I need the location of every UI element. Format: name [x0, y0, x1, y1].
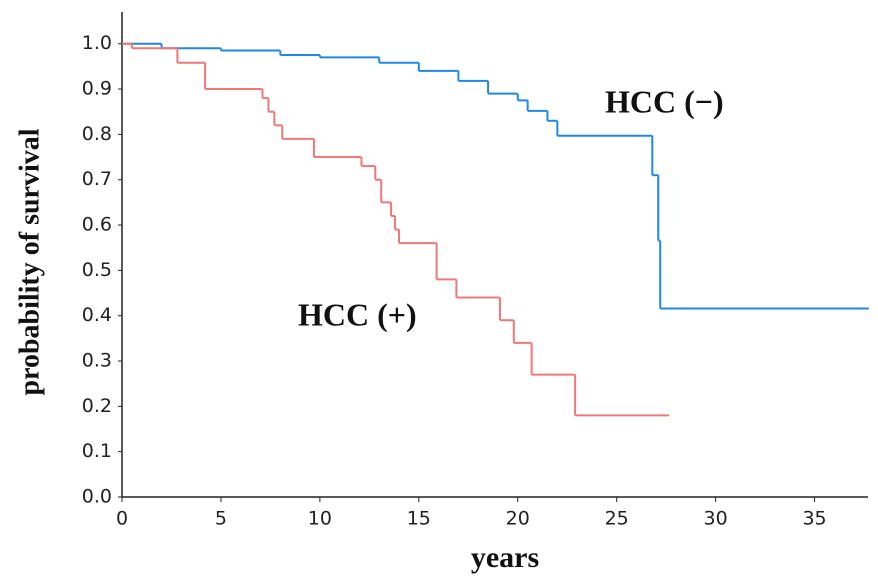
x-axis-label: years	[471, 541, 539, 574]
x-tick-label: 15	[407, 508, 431, 530]
y-tick-label: 0.4	[82, 304, 112, 326]
y-tick-label: 0.3	[82, 350, 112, 372]
x-tick-label: 35	[802, 508, 826, 530]
y-axis-label: probability of survival	[14, 128, 45, 395]
x-tick-label: 5	[215, 508, 227, 530]
y-tick-label: 0.7	[82, 168, 112, 190]
y-tick-label: 0.5	[82, 259, 112, 281]
y-tick-label: 0.8	[82, 123, 112, 145]
step-end	[867, 307, 869, 310]
x-tick-label: 0	[116, 508, 128, 530]
y-tick-label: 0.6	[82, 214, 112, 236]
y-tick-label: 1.0	[82, 32, 112, 54]
y-tick-label: 0.2	[82, 395, 112, 417]
series-label: HCC (−)	[605, 83, 724, 119]
y-tick-label: 0.0	[82, 486, 112, 508]
x-tick-label: 20	[506, 508, 530, 530]
x-tick-label: 30	[704, 508, 728, 530]
y-tick-label: 0.1	[82, 440, 112, 462]
series-label: HCC (+)	[298, 296, 417, 332]
x-tick-label: 10	[308, 508, 332, 530]
step-end	[667, 414, 670, 417]
x-tick-label: 25	[605, 508, 629, 530]
y-tick-label: 0.9	[82, 78, 112, 100]
